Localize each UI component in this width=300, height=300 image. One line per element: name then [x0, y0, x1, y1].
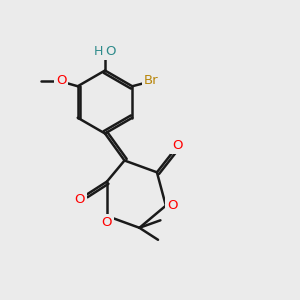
Text: O: O: [101, 216, 112, 229]
Text: O: O: [167, 199, 178, 212]
Text: O: O: [172, 140, 182, 152]
Text: H: H: [94, 45, 103, 58]
Text: O: O: [56, 74, 67, 87]
Text: Br: Br: [144, 74, 158, 87]
Text: O: O: [105, 45, 116, 58]
Text: O: O: [74, 193, 85, 206]
